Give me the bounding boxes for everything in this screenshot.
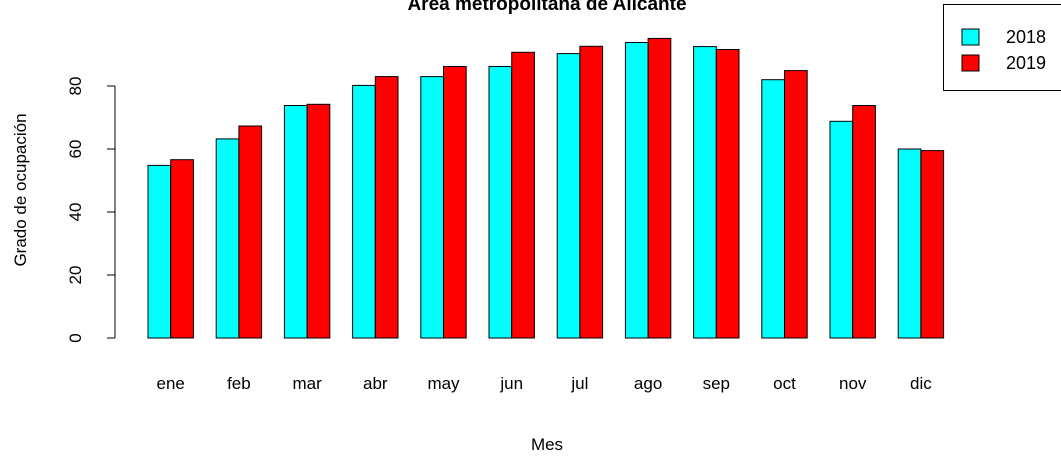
legend-box [944,5,1061,91]
bar-ago-2018 [625,43,648,339]
bar-oct-2019 [785,71,808,338]
bar-sep-2019 [716,50,739,339]
y-tick-label-40: 40 [66,203,85,222]
bar-ene-2018 [148,165,171,338]
bar-dic-2019 [921,151,944,338]
bar-may-2018 [421,77,444,338]
x-tick-label-oct: oct [773,374,796,393]
y-axis: 0 20 40 60 80 [66,77,115,343]
bar-feb-2019 [239,126,262,338]
y-tick-label-80: 80 [66,77,85,96]
legend-swatch-2019 [962,55,979,71]
x-tick-label-sep: sep [703,374,730,393]
bar-abr-2018 [353,85,376,338]
chart-title: Área metropolitana de Alicante [407,0,686,15]
bar-ago-2019 [648,38,671,338]
bar-jul-2019 [580,46,603,338]
y-tick-label-20: 20 [66,266,85,285]
x-tick-label-ago: ago [634,374,662,393]
x-tick-label-dic: dic [910,374,932,393]
bar-may-2019 [444,67,467,339]
x-tick-label-nov: nov [839,374,867,393]
bar-oct-2018 [762,80,785,338]
legend-swatch-2018 [962,29,979,45]
bar-jul-2018 [557,54,580,338]
bar-nov-2019 [853,106,876,339]
x-axis-labels: ene feb mar abr may jun jul ago sep oct nov dic [157,374,933,393]
legend-label-2018: 2018 [1006,27,1046,47]
x-tick-label-ene: ene [157,374,185,393]
bar-nov-2018 [830,121,853,338]
x-tick-label-feb: feb [227,374,251,393]
bar-dic-2018 [898,149,921,338]
bar-feb-2018 [216,139,239,338]
y-axis-title: Grado de ocupación [11,113,30,266]
y-tick-label-0: 0 [66,333,85,342]
x-axis-title: Mes [531,435,563,454]
x-tick-label-jul: jul [570,374,588,393]
legend-label-2019: 2019 [1006,53,1046,73]
bar-mar-2019 [307,104,330,338]
bar-mar-2018 [284,106,307,339]
x-tick-label-may: may [427,374,460,393]
legend: 2018 2019 [944,5,1061,91]
x-tick-label-mar: mar [292,374,322,393]
bar-sep-2018 [694,47,717,338]
bars-group [148,38,944,338]
bar-ene-2019 [171,160,194,338]
y-tick-label-60: 60 [66,140,85,159]
bar-jun-2019 [512,52,535,338]
bar-abr-2019 [375,77,398,338]
x-tick-label-abr: abr [363,374,388,393]
x-tick-label-jun: jun [499,374,523,393]
bar-jun-2018 [489,67,512,339]
